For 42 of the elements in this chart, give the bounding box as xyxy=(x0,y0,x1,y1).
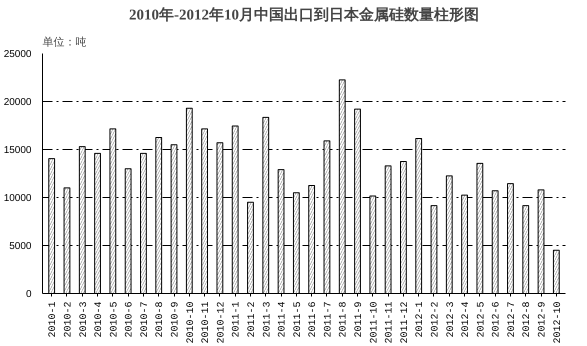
y-tick-label: 5000 xyxy=(9,241,32,252)
x-tick-label: 2010-1 xyxy=(48,301,60,338)
x-tick-label: 2011-8 xyxy=(338,301,350,338)
x-tick-label: 2011-5 xyxy=(292,301,304,338)
x-tick-label: 2010-9 xyxy=(170,301,182,338)
x-tick-label: 2012-7 xyxy=(506,301,518,338)
x-tick-label: 2012-10 xyxy=(552,301,564,344)
x-tick-label: 2012-8 xyxy=(522,301,534,338)
y-tick-label: 20000 xyxy=(4,97,32,108)
x-tick-label: 2010-11 xyxy=(201,301,212,344)
x-tick-label: 2010-3 xyxy=(78,301,90,338)
y-tick-label: 25000 xyxy=(4,49,32,60)
y-tick-label: 10000 xyxy=(4,193,32,204)
x-tick-label: 2011-6 xyxy=(308,301,320,338)
x-tick-label: 2011-7 xyxy=(323,301,334,338)
x-tick-label: 2011-4 xyxy=(278,301,289,338)
x-tick-label: 2010-4 xyxy=(94,301,106,338)
x-tick-label: 2011-2 xyxy=(246,301,258,338)
y-tick-label: 15000 xyxy=(4,145,32,156)
x-tick-label: 2010-12 xyxy=(216,301,228,344)
x-tick-label: 2012-5 xyxy=(476,301,488,338)
x-tick-label: 2011-9 xyxy=(354,301,366,338)
x-tick-label: 2012-6 xyxy=(492,301,503,338)
y-axis-title: 单位：吨 xyxy=(42,36,86,48)
x-tick-label: 2010-7 xyxy=(140,301,151,338)
x-tick-label: 2011-10 xyxy=(369,301,380,344)
x-tick-label: 2010-6 xyxy=(124,301,136,338)
x-tick-label: 2011-12 xyxy=(400,301,411,344)
x-tick-label: 2012-4 xyxy=(461,301,472,338)
x-tick-label: 2012-2 xyxy=(430,301,442,338)
x-tick-label: 2011-11 xyxy=(384,301,396,344)
chart-title: 2010年-2012年10月中国出口到日本金属硅数量柱形图 xyxy=(129,6,479,24)
x-tick-label: 2012-9 xyxy=(538,301,549,338)
x-tick-label: 2011-3 xyxy=(262,301,274,338)
y-tick-label: 0 xyxy=(26,289,32,300)
x-tick-label: 2011-1 xyxy=(232,301,243,338)
x-tick-label: 2010-8 xyxy=(155,301,166,338)
x-tick-label: 2010-2 xyxy=(63,301,74,338)
x-tick-label: 2010-5 xyxy=(109,301,120,338)
x-tick-label: 2010-10 xyxy=(186,301,197,344)
x-tick-label: 2012-3 xyxy=(446,301,457,338)
x-tick-label: 2012-1 xyxy=(415,301,426,338)
